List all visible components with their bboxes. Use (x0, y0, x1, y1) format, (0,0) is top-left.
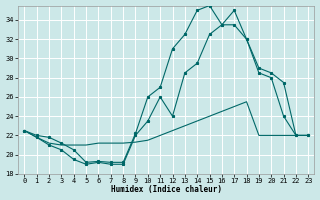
X-axis label: Humidex (Indice chaleur): Humidex (Indice chaleur) (111, 185, 222, 194)
